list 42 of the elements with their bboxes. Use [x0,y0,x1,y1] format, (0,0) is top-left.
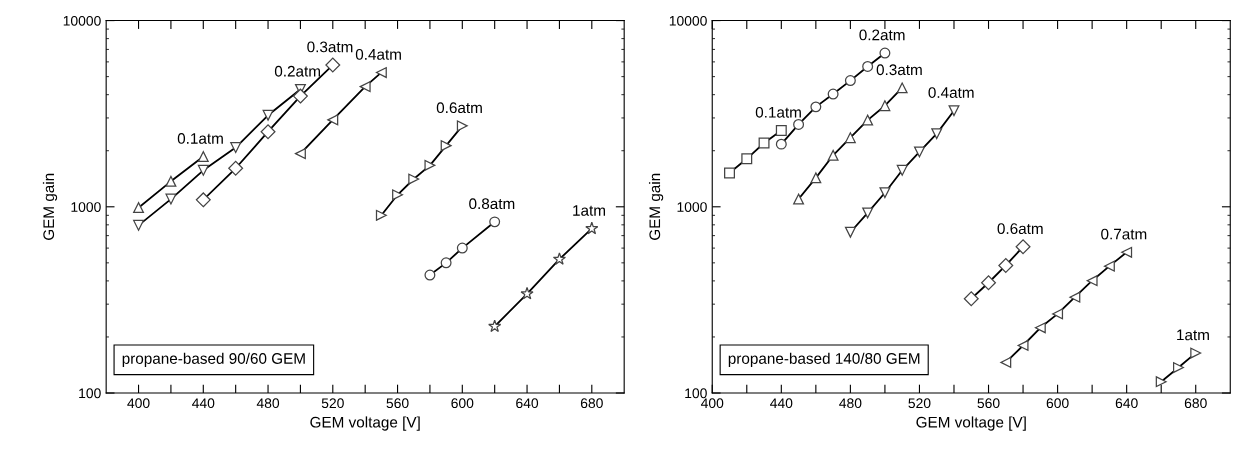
annotation: 0.6atm [997,223,1043,235]
x-tick-label: 600 [451,398,474,409]
y-tick-label: 100 [685,388,707,399]
annotation: 0.1atm [755,106,801,118]
x-tick-label: 440 [770,398,793,409]
x-axis-title: GEM voltage [V] [916,416,1026,431]
x-tick-label: 480 [256,398,280,409]
y-tick-label: 10000 [63,15,101,26]
y-tick-label: 1000 [677,202,707,212]
x-tick-label: 400 [127,398,150,409]
x-tick-label: 640 [1115,398,1138,409]
annotation: propane-based 140/80 GEM [728,352,920,367]
annotation: 0.2atm [859,29,905,41]
x-tick-label: 640 [516,398,539,409]
y-tick-label: 1000 [71,202,101,212]
annotation: 0.3atm [307,41,353,53]
y-tick-label: 10000 [669,15,707,26]
y-axis-title: GEM gain [648,173,664,240]
x-tick-label: 400 [700,398,724,409]
x-tick-label: 680 [580,398,603,409]
x-tick-label: 680 [1184,398,1207,409]
x-tick-label: 600 [1046,398,1069,409]
y-tick-label: 100 [79,388,101,399]
annotation: 0.1atm [177,133,223,144]
annotation: 0.4atm [928,87,974,98]
x-tick-label: 520 [321,398,344,409]
x-tick-label: 480 [839,398,862,409]
x-tick-label: 560 [386,398,409,409]
annotation: 1atm [1177,329,1209,341]
annotation: 0.2atm [274,65,320,77]
annotation: 0.4atm [355,48,401,60]
annotation: 0.8atm [469,198,515,210]
annotation: 0.6atm [436,102,482,114]
x-tick-label: 520 [908,398,931,409]
x-tick-label: 440 [192,398,215,409]
x-tick-label: 560 [977,398,1000,409]
annotation: 0.7atm [1101,228,1147,240]
x-axis-title: GEM voltage [V] [310,416,420,431]
annotation: 0.3atm [876,64,922,76]
annotation: 1atm [573,205,606,216]
annotation: propane-based 90/60 GEM [122,352,305,367]
y-axis-title: GEM gain [42,173,58,240]
